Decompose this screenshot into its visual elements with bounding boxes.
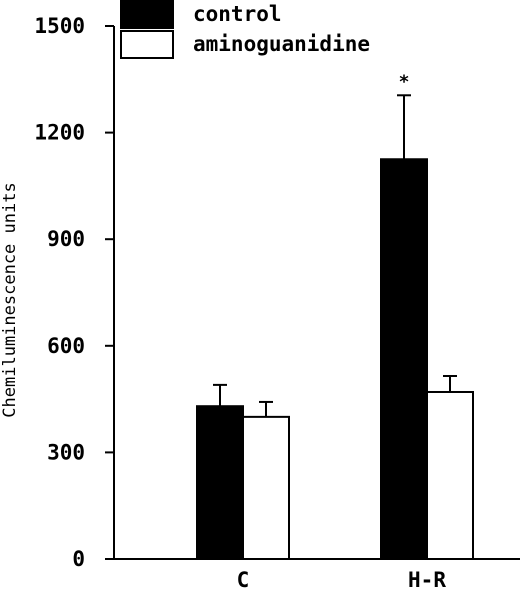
bar bbox=[196, 405, 244, 560]
y-axis-label: Chemiluminescence units bbox=[0, 182, 20, 417]
y-tick-label: 0 bbox=[72, 547, 85, 571]
y-tick-label: 1500 bbox=[34, 14, 85, 38]
bar bbox=[380, 158, 428, 560]
legend-swatch bbox=[120, 0, 174, 29]
legend-label: aminoguanidine bbox=[193, 32, 370, 56]
y-tick-label: 900 bbox=[47, 227, 85, 251]
y-tick-label: 300 bbox=[47, 440, 85, 464]
x-tick-label: C bbox=[237, 568, 250, 589]
legend: control aminoguanidine bbox=[120, 0, 370, 59]
y-tick-label: 600 bbox=[47, 334, 85, 358]
bar bbox=[242, 415, 290, 560]
y-tick-label: 1200 bbox=[34, 121, 85, 145]
bar bbox=[426, 390, 474, 561]
legend-swatch bbox=[120, 30, 174, 59]
significance-marker: * bbox=[399, 71, 410, 92]
legend-label: control bbox=[193, 2, 282, 26]
axes: 0 300 600 900 1200 1500 C H-R bbox=[34, 14, 520, 589]
x-tick-label: H-R bbox=[408, 568, 446, 589]
bars: * bbox=[196, 71, 474, 561]
